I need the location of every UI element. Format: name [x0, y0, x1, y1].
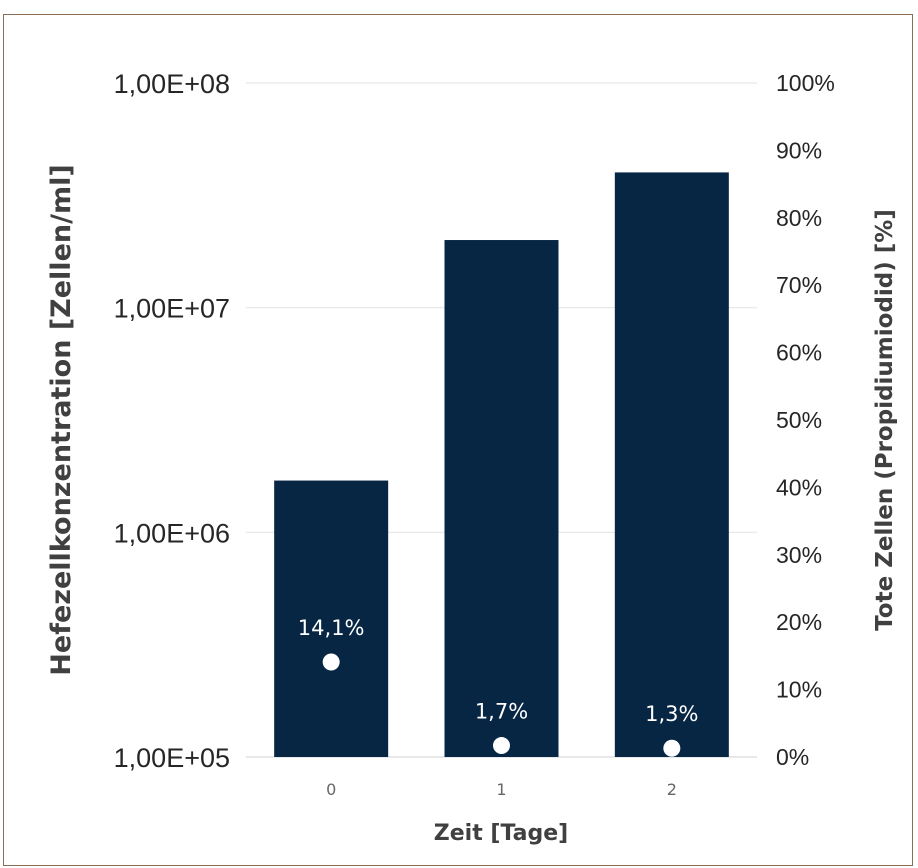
x-tick-label: 2 — [667, 780, 677, 799]
y2-tick-label: 20% — [776, 609, 822, 635]
y2-tick-label: 10% — [776, 677, 822, 703]
dead-cells-point — [322, 653, 340, 671]
y2-tick-label: 40% — [776, 474, 822, 500]
bar — [274, 480, 389, 757]
data-label: 14,1% — [298, 616, 365, 640]
y2-tick-label: 70% — [776, 272, 822, 298]
x-tick-label: 1 — [496, 780, 506, 799]
y-tick-label: 1,00E+06 — [114, 518, 230, 548]
y2-tick-label: 90% — [776, 137, 822, 163]
dead-cells-point — [663, 739, 681, 757]
x-tick-label: 0 — [326, 780, 336, 799]
right-axis-title: Tote Zellen (Propidiumiodid) [%] — [872, 209, 898, 631]
right-axis-ticks: 0% 10% 20% 30% 40% 50% 60% 70% 80% 90% 100% — [776, 70, 835, 770]
left-axis-ticks: 1,00E+05 1,00E+06 1,00E+07 1,00E+08 — [114, 69, 230, 773]
y-tick-label: 1,00E+08 — [114, 69, 230, 99]
bar — [614, 172, 729, 757]
y-tick-label: 1,00E+05 — [114, 743, 230, 773]
data-labels: 14,1% 1,7% 1,3% — [298, 616, 699, 726]
x-axis-title: Zeit [Tage] — [434, 821, 568, 846]
y-tick-label: 1,00E+07 — [114, 294, 230, 324]
y2-tick-label: 0% — [776, 744, 809, 770]
x-axis-ticks: 0 1 2 — [326, 780, 677, 799]
points — [322, 653, 681, 757]
data-label: 1,7% — [475, 700, 528, 724]
y2-tick-label: 80% — [776, 205, 822, 231]
y2-tick-label: 100% — [776, 70, 835, 96]
left-axis-title: Hefezellkonzentration [Zellen/ml] — [46, 164, 77, 675]
y2-tick-label: 50% — [776, 407, 822, 433]
bars — [274, 172, 729, 757]
bar — [444, 240, 559, 757]
dead-cells-point — [493, 737, 510, 755]
data-label: 1,3% — [645, 702, 698, 726]
y2-tick-label: 30% — [776, 542, 822, 568]
y2-tick-label: 60% — [776, 340, 822, 366]
